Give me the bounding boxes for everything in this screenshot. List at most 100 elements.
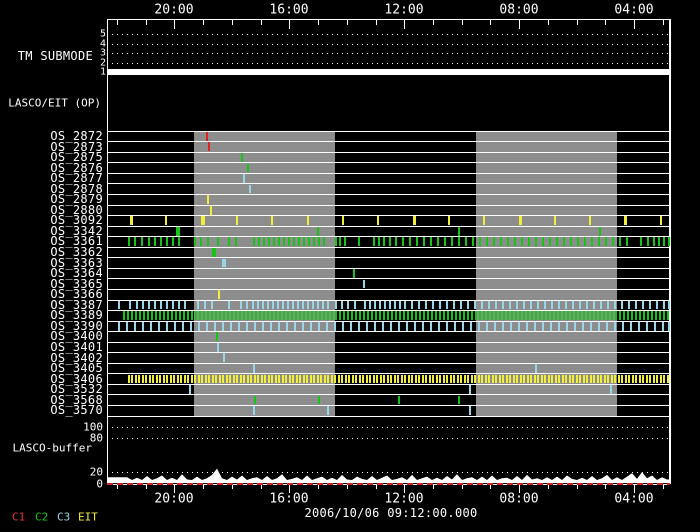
os-row-label: OS_3405 [50,361,103,376]
os-tick [342,321,344,331]
os-tick [444,237,446,247]
os-tick [632,374,634,384]
os-tick [142,374,144,384]
os-tick [526,321,528,331]
os-tick [267,311,269,320]
os-tick [352,374,354,384]
os-tick [375,311,377,320]
time-tick-top [433,19,434,25]
os-tick [135,311,137,320]
time-tick-top [462,19,463,25]
os-tick [387,311,389,320]
os-tick [528,237,530,247]
os-tick [607,311,609,320]
os-tick [229,374,231,384]
os-tick [593,300,595,310]
os-tick [255,311,257,320]
os-tick [436,374,438,384]
os-tick [179,311,181,320]
os-tick [159,311,161,320]
row-separator [107,415,670,417]
os-tick [647,237,649,247]
os-tick [156,374,158,384]
os-tick [178,237,180,247]
os-tick [458,226,460,236]
os-tick [123,311,125,320]
os-tick [660,374,662,384]
time-label-bottom: 12:00 [384,491,424,507]
time-tick-bottom [519,483,520,493]
os-row-label: OS_2876 [50,160,103,175]
os-tick [413,216,416,226]
row-separator [107,236,670,238]
os-tick [249,184,251,194]
os-tick [579,311,581,320]
os-tick [432,300,434,310]
os-tick [201,374,203,384]
os-tick [118,300,120,310]
os-tick [481,300,483,310]
os-tick [467,300,469,310]
os-row-label: OS_2873 [50,139,103,154]
os-tick [614,321,616,331]
os-tick [537,300,539,310]
os-tick [516,300,518,310]
time-tick-top [490,19,491,25]
os-tick [327,374,329,384]
os-tick [141,237,143,247]
row-separator [107,172,670,174]
os-tick [351,311,353,320]
os-tick [485,374,487,384]
os-tick [129,300,131,310]
tm-level-label: 5 [99,28,106,40]
os-tick [253,237,255,247]
os-tick [134,237,136,247]
os-tick [292,374,294,384]
os-tick [631,311,633,320]
os-tick [556,237,558,247]
lasco-eit-op-label: LASCO/EIT (OP) [8,96,101,110]
os-tick [163,311,165,320]
os-tick [425,374,427,384]
os-tick [483,216,485,226]
os-tick [210,205,212,215]
os-tick [166,237,168,247]
os-tick [551,300,553,310]
gray-band [194,131,335,416]
os-tick [322,300,324,310]
os-tick [318,237,320,247]
os-tick [353,269,355,278]
os-row-label: OS_3406 [50,371,103,386]
os-tick [488,374,490,384]
os-tick [663,374,665,384]
os-tick [423,237,425,247]
os-tick [471,374,473,384]
os-tick [425,300,427,310]
os-tick [262,300,264,310]
os-tick [283,311,285,320]
os-tick [194,374,196,384]
time-tick-top [634,19,635,29]
os-tick [458,395,460,405]
os-tick [535,237,537,247]
row-separator [107,162,670,164]
os-tick [460,374,462,384]
tm-grid-line [107,62,670,64]
os-tick [655,311,657,320]
time-tick-bottom [347,483,348,489]
os-tick [327,406,329,415]
os-tick [422,321,424,331]
buffer-axis-label: 80 [89,431,103,445]
os-tick [586,300,588,310]
os-tick [222,258,226,268]
time-tick-bottom [404,483,405,493]
os-tick [470,321,472,331]
os-tick [289,374,291,384]
os-tick [293,237,295,247]
os-tick [404,300,406,310]
os-tick [651,311,653,320]
os-tick [380,374,382,384]
os-tick [628,374,630,384]
os-tick [233,374,235,384]
os-tick [148,300,150,310]
